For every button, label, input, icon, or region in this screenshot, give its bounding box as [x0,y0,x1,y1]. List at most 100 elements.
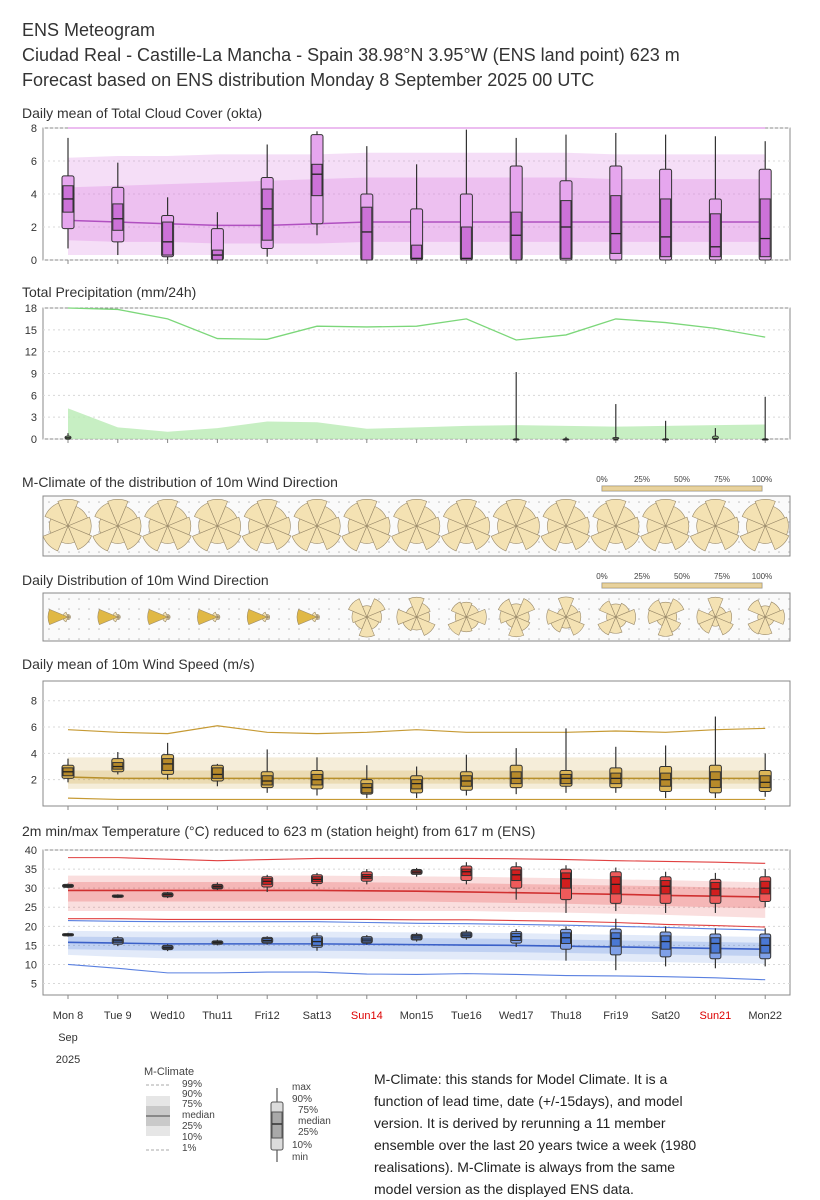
x-label-day-13: Sun21 [699,1010,731,1022]
mclimate-wind-dir-title: M-Climate of the distribution of 10m Win… [22,474,338,490]
x-label-day-5: Sat13 [303,1010,332,1022]
daily-wind-dir-rose-14 [747,599,785,635]
boxplot-legend-swatch [270,1088,284,1162]
cloud-ytick-4: 8 [31,123,37,135]
cloud-box-inner-1 [112,203,124,231]
daily-wind-dir-rose-0 [47,608,71,626]
daily-wind-dir-scale-label-0: 0% [596,572,608,581]
temp-max-mclimate-p25-p75 [68,882,766,909]
precip-ytick-1: 3 [31,412,37,424]
precip-mclimate-p99 [67,307,766,341]
daily-wind-dir-rose-9 [497,598,536,638]
x-label-day-7: Mon15 [400,1010,434,1022]
x-label-day-10: Thu18 [550,1010,581,1022]
temp-max-mclimate-p10-p90 [68,875,766,918]
cloud-box-inner-7 [411,244,423,261]
mclimate-wind-dir-rose-7 [391,499,441,552]
cloud-box-inner-5 [311,163,323,197]
cloud-ytick-2: 4 [31,189,37,201]
mclimate-legend-title: M-Climate [144,1066,195,1078]
temp-min-box-inner-12 [660,935,671,950]
temp-max-mclimate-p99 [68,857,766,864]
wind-box-inner-9 [510,771,522,785]
x-label-month: Sep [58,1032,78,1044]
cloud-box-inner-6 [361,206,373,261]
cloud-ytick-3: 6 [31,156,37,168]
mclimate-wind-dir-rose-5 [291,499,342,552]
cloud-box-inner-13 [709,213,721,258]
cloud-box-inner-14 [759,198,771,258]
temp-max-box-inner-10 [561,872,571,889]
forecast-line: Forecast based on ENS distribution Monda… [22,70,595,90]
daily-wind-dir-scale-label-3: 75% [714,572,730,581]
mclimate-wind-dir-rose-11 [590,499,640,552]
mclimate-wind-dir-rose-4 [241,499,292,552]
temp-ytick-1: 10 [25,959,37,971]
wind-ytick-1: 4 [31,748,37,760]
wind-box-inner-4 [261,775,273,786]
temp-ytick-6: 35 [25,864,37,876]
box-legend-min: min [292,1152,309,1163]
temp-max-box-inner-11 [610,876,621,895]
mclimate-wind-dir-rose-1 [92,499,142,552]
legend-label-90: 90% [182,1089,203,1100]
daily-wind-dir-rose-3 [197,608,221,626]
cloud-box-inner-12 [660,198,672,258]
temp-min-mclimate-p25-p75 [68,936,766,957]
temp-min-mclimate-median [67,941,766,951]
precip-ytick-5: 15 [25,325,37,337]
precip-ytick-2: 6 [31,390,37,402]
x-label-day-14: Mon22 [748,1010,782,1022]
wind-box-inner-6 [361,783,373,794]
temp-max-mclimate-median [68,889,766,898]
mclimate-wind-dir-scale-label-3: 75% [714,475,730,484]
mclimate-wind-dir-rose-2 [142,499,192,552]
cloud-box-inner-2 [162,221,174,256]
mclimate-wind-dir-rose-14 [739,499,790,552]
daily-wind-dir-scale-label-4: 100% [752,572,772,581]
temp-ytick-4: 25 [25,902,37,914]
temp-ytick-3: 20 [25,921,37,933]
precip-ytick-6: 18 [25,303,37,315]
daily-wind-dir-rose-6 [348,598,386,638]
temp-min-box-inner-11 [610,932,621,947]
daily-wind-dir-scale-label-1: 25% [634,572,650,581]
temp-ytick-7: 40 [25,845,37,857]
temp-max-mclimate-p1 [68,918,766,928]
daily-wind-dir-rose-1 [97,608,121,626]
daily-wind-dir-rose-5 [296,608,320,626]
x-label-day-0: Mon 8 [53,1010,84,1022]
cloud-ytick-0: 0 [31,255,37,267]
cloud-panel-title: Daily mean of Total Cloud Cover (okta) [22,105,263,121]
temp-ytick-5: 30 [25,883,37,895]
daily-wind-dir-rose-13 [696,596,734,636]
box-legend-75: 75% [298,1105,319,1116]
temp-min-mclimate-p99 [67,920,766,931]
mclimate-wind-dir-scale-label-4: 100% [752,475,772,484]
cloud-box-inner-9 [510,211,522,261]
wind-box-inner-10 [560,773,572,785]
daily-wind-dir-rose-11 [597,600,636,636]
temp-ytick-0: 5 [31,979,37,991]
wind-mclimate-p99 [67,725,766,735]
mclimate-wind-dir-scale-label-1: 25% [634,475,650,484]
box-legend-max: max [292,1082,311,1093]
mclimate-wind-dir-rose-0 [42,499,93,552]
x-label-day-8: Tue16 [451,1010,482,1022]
mclimate-wind-dir-rose-3 [192,499,242,552]
box-legend-90: 90% [292,1094,313,1105]
page-title: ENS Meteogram [22,20,156,40]
daily-wind-dir-rose-10 [546,596,585,636]
mclimate-wind-dir-rose-10 [540,499,591,552]
cloud-box-inner-4 [261,188,273,241]
mclimate-wind-dir-rose-6 [341,499,391,552]
wind-ytick-3: 8 [31,696,37,708]
mclimate-wind-dir-scale-label-2: 50% [674,475,690,484]
cloud-box-inner-11 [610,195,622,254]
mclimate-wind-dir-rose-13 [690,499,740,552]
legend-label-99: 99% [182,1079,203,1090]
daily-wind-dir-rose-7 [396,596,436,636]
precip-mclimate-p90-area [68,408,766,439]
location-line: Ciudad Real - Castille-La Mancha - Spain… [22,45,680,65]
legend-label-median: median [182,1110,215,1121]
